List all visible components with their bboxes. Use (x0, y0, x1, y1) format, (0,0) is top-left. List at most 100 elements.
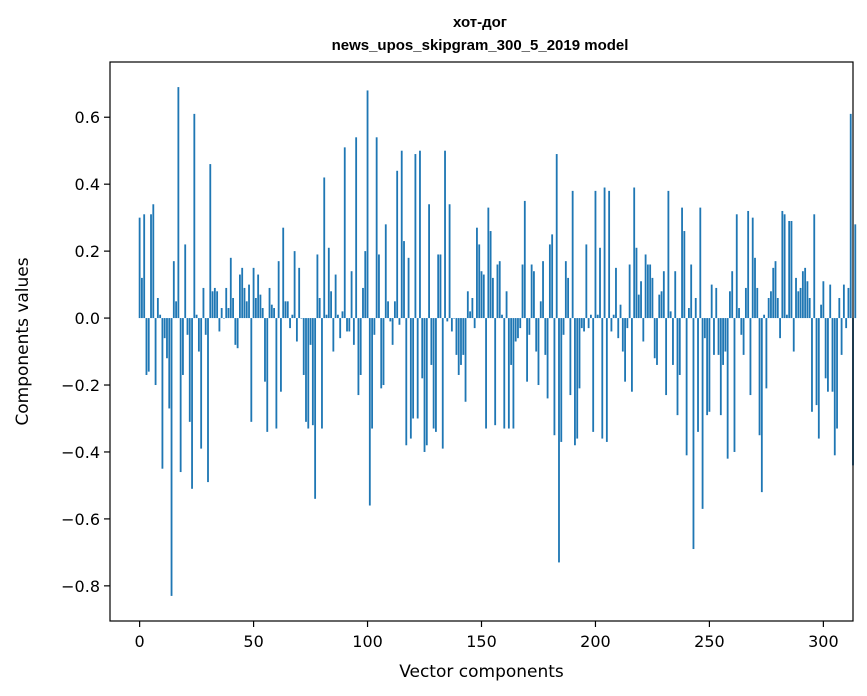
bar (471, 297, 474, 319)
bar (245, 301, 248, 319)
bar (765, 318, 768, 389)
bar (715, 287, 718, 319)
bar (355, 137, 358, 319)
bar (615, 267, 617, 319)
bar (170, 318, 173, 596)
bar (280, 318, 282, 392)
bar (311, 318, 314, 426)
bar (435, 318, 437, 432)
bar (801, 271, 804, 319)
bar (432, 318, 435, 429)
bar (218, 318, 221, 332)
bar (412, 318, 415, 419)
bar (662, 271, 665, 319)
bar (428, 204, 430, 319)
bar (672, 318, 674, 365)
bar (585, 244, 588, 319)
bar (403, 241, 405, 319)
bar (539, 301, 542, 319)
bar (441, 318, 444, 449)
bar (548, 244, 551, 319)
bar (603, 187, 606, 319)
bar (444, 150, 446, 319)
bar (177, 87, 180, 319)
y-tick-label: 0.6 (75, 108, 100, 127)
bar (348, 318, 351, 332)
bar (808, 297, 811, 319)
bar (631, 318, 633, 392)
bar (523, 200, 526, 319)
bar (156, 297, 159, 319)
bar (339, 318, 342, 339)
bar (202, 287, 205, 319)
bars-group (138, 87, 857, 596)
bar (150, 214, 152, 319)
y-tick-label: 0.4 (75, 175, 100, 194)
bar (489, 231, 492, 319)
bar (592, 318, 595, 432)
bar (838, 297, 841, 319)
bar (767, 297, 770, 319)
bar (307, 318, 310, 429)
bar (578, 318, 581, 389)
bar (248, 284, 250, 319)
bar (414, 154, 417, 319)
bar (799, 287, 802, 319)
x-axis-label: Vector components (399, 662, 564, 682)
bar (485, 318, 487, 429)
bar (216, 291, 219, 319)
bar (551, 234, 554, 319)
bar (455, 318, 458, 355)
bar (241, 267, 244, 319)
bar (243, 287, 246, 319)
bar (425, 318, 428, 446)
bar (546, 318, 549, 399)
bar (359, 318, 362, 375)
bar (419, 150, 421, 319)
bar (756, 287, 759, 319)
bar (341, 311, 344, 319)
bar (528, 318, 531, 335)
bar (152, 204, 155, 319)
bar (430, 318, 433, 365)
bar (286, 301, 289, 319)
bar (327, 247, 330, 319)
bar (496, 264, 499, 319)
bar (646, 264, 649, 319)
bar (346, 318, 348, 332)
bar (779, 318, 781, 339)
bar (188, 318, 191, 422)
bar (182, 318, 184, 375)
bar (829, 284, 832, 319)
x-tick-label: 150 (466, 632, 497, 651)
chart-subtitle: news_upos_skipgram_300_5_2019 model (332, 37, 629, 54)
bar (362, 287, 364, 319)
bar (334, 274, 337, 319)
bar (562, 318, 565, 335)
bar (820, 304, 822, 319)
bar (847, 287, 850, 319)
bar (439, 254, 442, 319)
bar (612, 314, 615, 319)
bar (749, 318, 752, 396)
bar (656, 318, 658, 365)
bar (321, 318, 323, 429)
bar (166, 318, 168, 359)
bar (640, 281, 642, 319)
bar (560, 318, 563, 442)
bar (225, 287, 228, 319)
bar (378, 254, 380, 319)
bar (740, 318, 743, 335)
bar (535, 318, 538, 352)
bar (758, 318, 761, 436)
bar (553, 318, 556, 436)
bar (282, 227, 285, 319)
bar (380, 318, 383, 389)
bar (555, 154, 558, 319)
bar (300, 318, 303, 319)
bar (220, 308, 223, 319)
bar (667, 190, 670, 319)
bar (227, 308, 230, 319)
bar (726, 318, 729, 459)
bar (526, 318, 528, 382)
